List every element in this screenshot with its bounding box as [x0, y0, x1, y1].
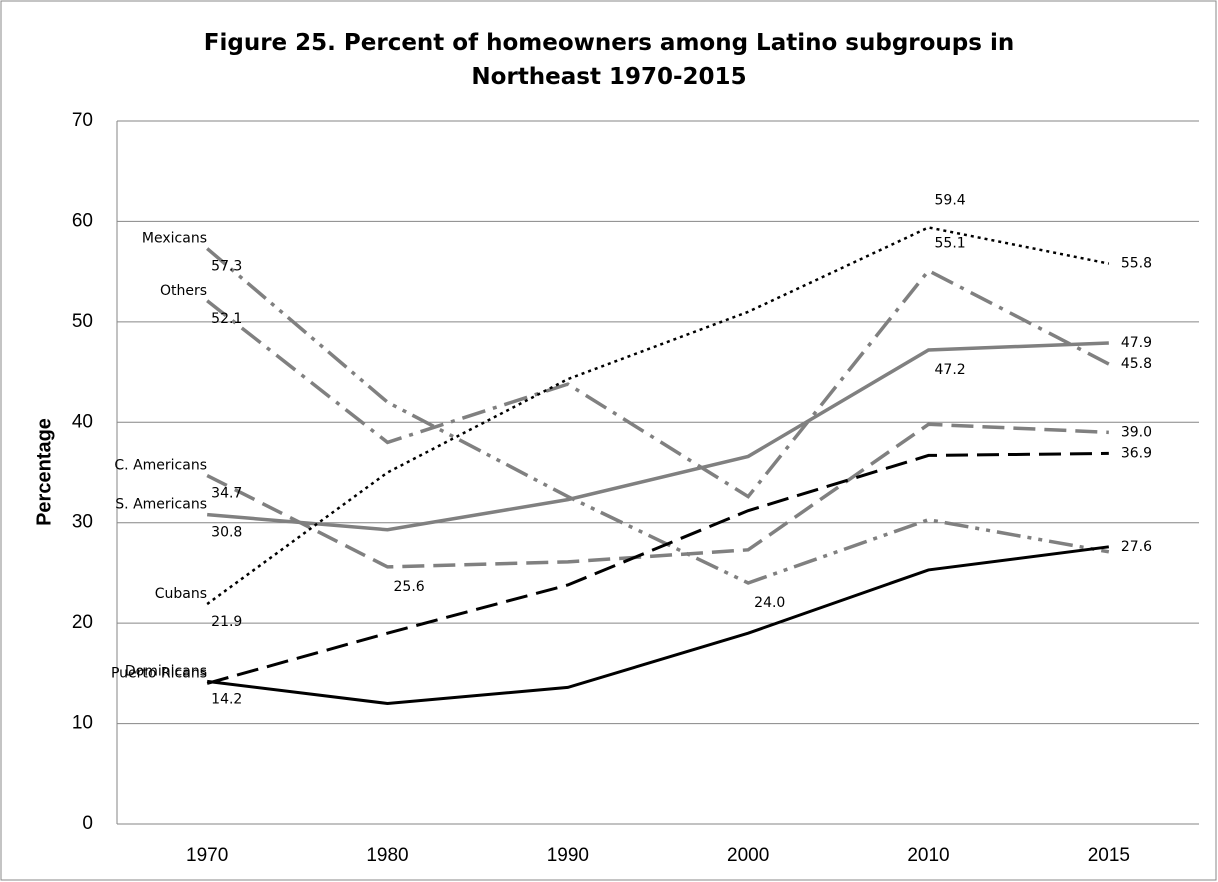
series-line: [206, 545, 1110, 705]
data-label: 39.0: [1121, 424, 1152, 440]
x-tick-label: 2015: [1088, 845, 1130, 866]
series-line: [206, 226, 1110, 606]
y-tick-label: 50: [72, 311, 93, 332]
y-tick-label: 70: [72, 110, 93, 131]
y-axis-label: Percentage: [33, 418, 55, 526]
x-tick-label: 1980: [366, 845, 408, 866]
chart-title: Figure 25. Percent of homeowners among L…: [203, 30, 1015, 90]
data-label: 24.0: [754, 595, 785, 611]
x-tick-label: 2010: [907, 845, 949, 866]
series-line: [206, 268, 1110, 499]
data-label: 47.2: [935, 362, 966, 378]
data-label: 34.7: [211, 486, 242, 502]
y-tick-label: 10: [72, 713, 93, 734]
x-tick-label: 1990: [547, 845, 589, 866]
data-label: 55.8: [1121, 256, 1152, 272]
data-label: 55.1: [935, 236, 966, 252]
data-label: 25.6: [394, 579, 425, 595]
y-tick-label: 0: [82, 813, 93, 834]
series-name-label: Mexicans: [142, 231, 207, 247]
series-line: [206, 451, 1109, 685]
data-label: 27.6: [1121, 539, 1152, 555]
series-name-label: Dominicans: [125, 663, 207, 679]
y-tick-label: 40: [72, 411, 93, 432]
series-line: [207, 341, 1109, 532]
data-label: 14.2: [211, 691, 242, 707]
data-label: 21.9: [211, 614, 242, 630]
data-label: 45.8: [1121, 356, 1152, 372]
data-label: 47.9: [1121, 335, 1152, 351]
series-name-label: Cubans: [155, 586, 207, 602]
series-name-label: S. Americans: [115, 497, 207, 513]
data-label: 52.1: [211, 311, 242, 327]
y-tick-label: 60: [72, 210, 93, 231]
y-tick-label: 30: [72, 512, 93, 533]
x-tick-label: 1970: [186, 845, 228, 866]
series-line: [206, 247, 1110, 585]
data-label: 59.4: [935, 192, 966, 208]
y-tick-label: 20: [72, 612, 93, 633]
series-line: [206, 422, 1109, 569]
series-name-label: Others: [160, 283, 207, 299]
data-label: 57.3: [211, 259, 242, 275]
data-label: 30.8: [211, 525, 242, 541]
series-name-label: Puerto Ricans: [111, 665, 207, 681]
x-tick-label: 2000: [727, 845, 769, 866]
data-label: 36.9: [1121, 445, 1152, 461]
series-name-label: C. Americans: [114, 458, 207, 474]
